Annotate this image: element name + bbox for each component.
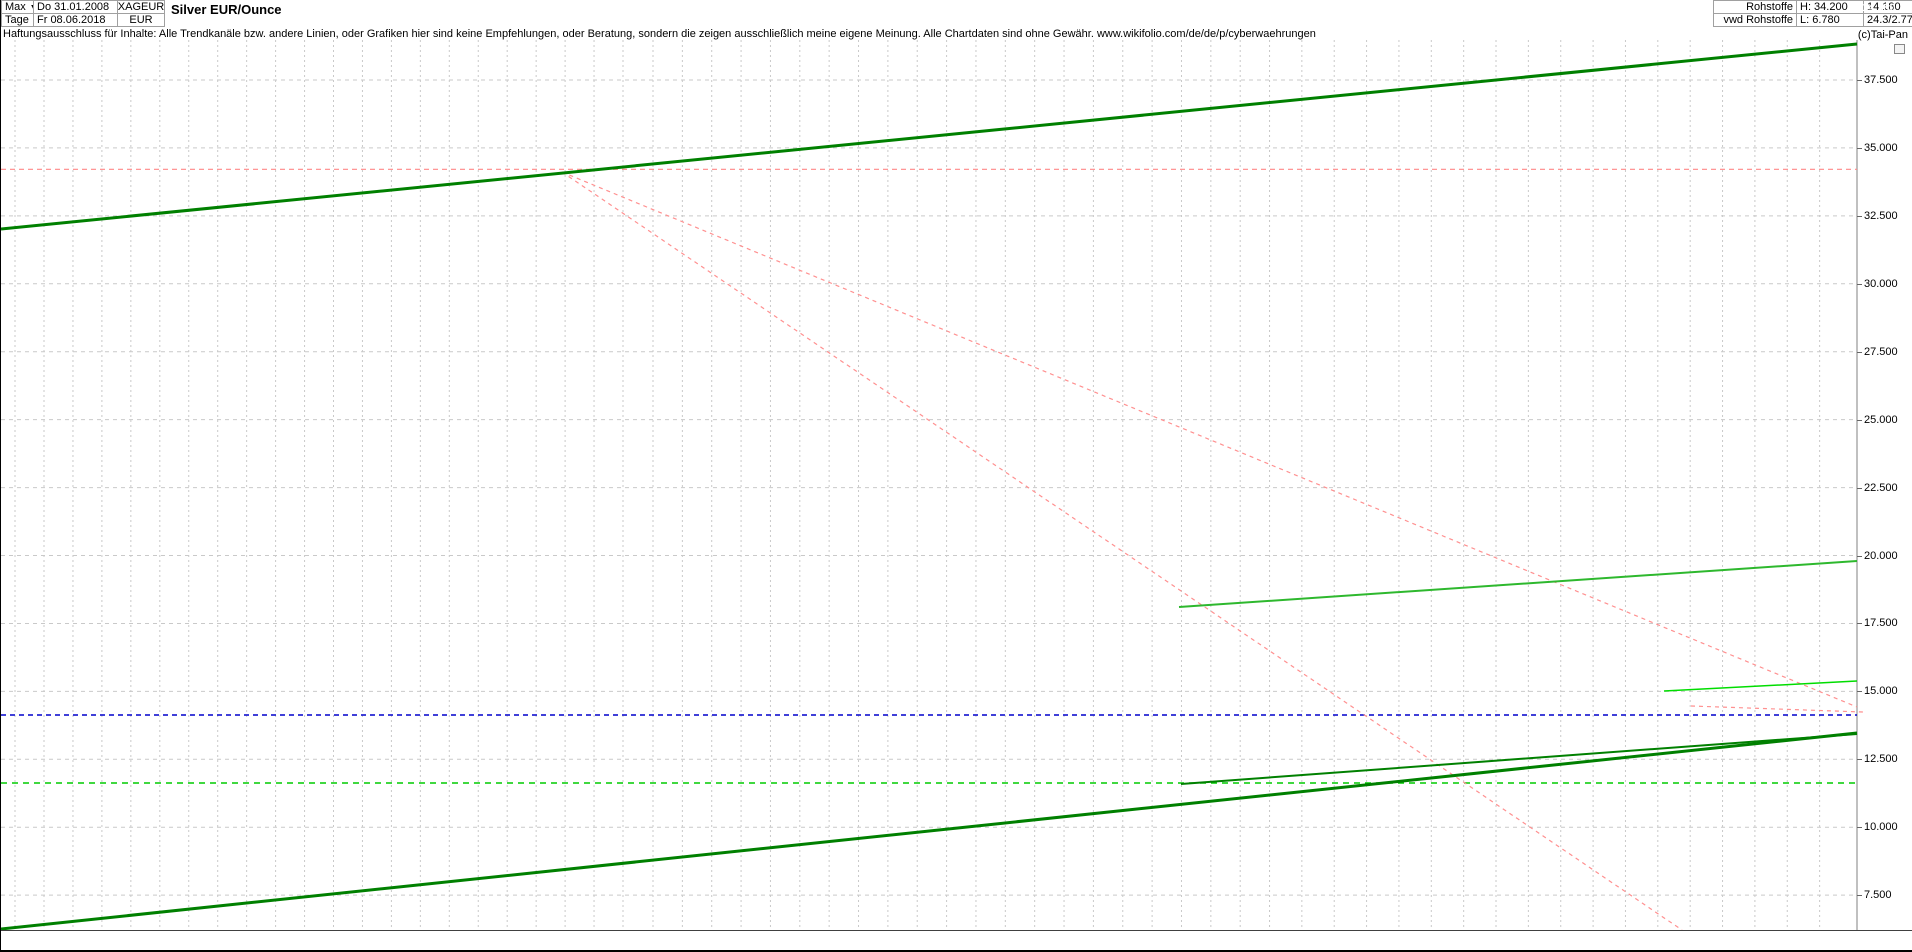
y-axis-tick xyxy=(1857,691,1862,693)
y-axis-tick xyxy=(1857,80,1862,81)
y-axis-label: 17.500 xyxy=(1864,617,1898,630)
feed-cell: vwd Rohstoffe xyxy=(1713,13,1797,27)
symbol-field[interactable]: XAGEUR xyxy=(117,0,165,14)
start-date-field[interactable]: Do 31.01.2008 xyxy=(33,0,118,14)
last-price-marker-value: 14.180 xyxy=(1862,1,1896,14)
y-axis-label: 7.500 xyxy=(1864,889,1892,902)
y-axis-label: 37.500 xyxy=(1864,74,1898,86)
y-axis-label: 22.500 xyxy=(1864,481,1898,494)
x-axis xyxy=(1,930,1912,950)
symbol-value: XAGEUR xyxy=(117,1,165,13)
y-axis-label: 27.500 xyxy=(1864,345,1898,358)
y-axis-tick xyxy=(1857,623,1862,625)
y-axis-label: 15.000 xyxy=(1864,685,1898,698)
y-axis-label: 25.000 xyxy=(1864,413,1898,426)
y-axis-label: 20.000 xyxy=(1864,549,1898,562)
high-cell: H: 34.200 xyxy=(1796,0,1864,14)
end-date-field[interactable]: Fr 08.06.2018 xyxy=(33,13,118,27)
feed-label: vwd Rohstoffe xyxy=(1723,14,1793,26)
y-axis-tick xyxy=(1857,827,1862,829)
range-dropdown-label: Max xyxy=(5,1,26,13)
last-price-cell: 14.180 xyxy=(1863,0,1912,14)
y-axis-label: 32.500 xyxy=(1864,209,1898,222)
currency-value: EUR xyxy=(129,14,153,26)
range-info-value: 24.3/2.770 xyxy=(1867,14,1912,26)
range-dropdown[interactable]: Max ▼ xyxy=(1,0,37,14)
y-axis-tick xyxy=(1857,419,1862,421)
low-value: L: 6.780 xyxy=(1800,14,1840,26)
category-label: Rohstoffe xyxy=(1746,1,1793,13)
last-price-value: 14.180 xyxy=(1867,1,1901,13)
range-info-cell: 24.3/2.770 xyxy=(1863,13,1912,27)
y-axis-tick xyxy=(1857,487,1862,489)
start-date-value: Do 31.01.2008 xyxy=(37,1,110,13)
end-date-value: Fr 08.06.2018 xyxy=(37,14,106,26)
y-axis-label: 35.000 xyxy=(1864,141,1898,154)
minimize-icon[interactable] xyxy=(1894,44,1905,54)
category-cell: Rohstoffe xyxy=(1713,0,1797,14)
high-value: H: 34.200 xyxy=(1800,1,1848,13)
y-axis-tick xyxy=(1857,215,1862,217)
y-axis-tick xyxy=(1857,555,1862,557)
last-price-marker: 14.180 xyxy=(1858,0,1912,15)
currency-field: EUR xyxy=(117,13,165,27)
y-axis-tick xyxy=(1857,283,1862,285)
y-axis-tick xyxy=(1857,895,1862,897)
y-axis-label: 30.000 xyxy=(1864,277,1898,290)
price-chart[interactable] xyxy=(1,40,1912,930)
y-axis-label: 12.500 xyxy=(1864,753,1898,766)
disclaimer-text: Haftungsausschluss für Inhalte: Alle Tre… xyxy=(3,28,1316,40)
low-cell: L: 6.780 xyxy=(1796,13,1864,27)
copyright-label: (c)Tai-Pan xyxy=(1857,29,1908,41)
y-axis-label: 10.000 xyxy=(1864,821,1898,834)
page-title: Silver EUR/Ounce xyxy=(171,2,282,17)
y-axis-tick xyxy=(1857,759,1862,761)
interval-dropdown[interactable]: Tage ▼ xyxy=(1,13,40,27)
y-axis-tick xyxy=(1857,147,1862,149)
y-axis-tick xyxy=(1857,351,1862,353)
interval-dropdown-label: Tage xyxy=(5,14,29,26)
